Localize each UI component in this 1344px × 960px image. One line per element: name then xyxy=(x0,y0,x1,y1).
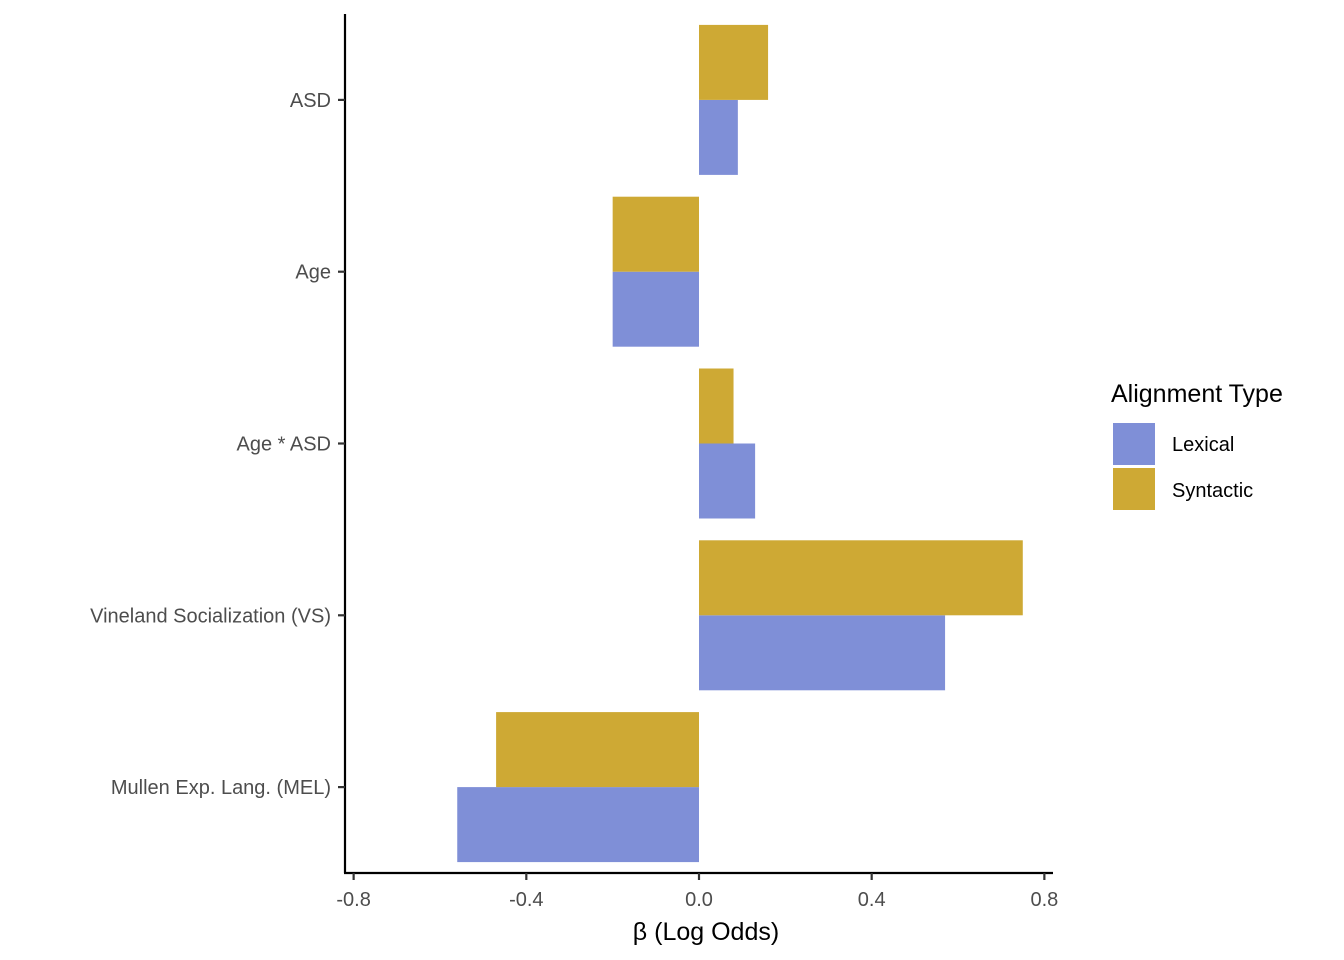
bar-syntactic-age xyxy=(612,196,699,272)
x-tick-label: -0.8 xyxy=(336,889,370,911)
legend-label-lexical: Lexical xyxy=(1172,434,1234,456)
legend-swatch-syntactic xyxy=(1113,468,1155,510)
y-tick-label: Mullen Exp. Lang. (MEL) xyxy=(111,777,331,799)
bar-syntactic-mullen-exp-lang-mel xyxy=(496,712,699,788)
bar-lexical-vineland-socialization-vs xyxy=(699,615,946,691)
bar-lexical-mullen-exp-lang-mel xyxy=(457,787,699,863)
bar-lexical-age-asd xyxy=(699,443,756,519)
y-ticks-group: ASD Age Age * ASD Vineland Socialization (V… xyxy=(90,90,345,799)
legend-label-syntactic: Syntactic xyxy=(1172,480,1253,502)
legend-swatch-lexical xyxy=(1113,423,1155,465)
x-ticks-group: -0.8 -0.4 0.0 0.4 0.8 xyxy=(336,873,1058,911)
bar-lexical-asd xyxy=(699,99,738,175)
legend-title: Alignment Type xyxy=(1111,380,1283,408)
x-tick-label: 0.0 xyxy=(685,889,713,911)
bar-syntactic-asd xyxy=(699,24,769,100)
legend: Alignment Type Lexical Syntactic xyxy=(1111,380,1283,510)
y-tick-label: ASD xyxy=(290,90,331,112)
x-tick-label: 0.4 xyxy=(858,889,886,911)
x-axis-title: β (Log Odds) xyxy=(633,918,779,946)
y-tick-label: Age * ASD xyxy=(236,434,331,456)
x-tick-label: -0.4 xyxy=(509,889,543,911)
bar-syntactic-vineland-socialization-vs xyxy=(699,540,1023,616)
y-tick-label: Age xyxy=(295,262,331,284)
bar-lexical-age xyxy=(612,271,699,347)
bar-syntactic-age-asd xyxy=(699,368,734,444)
y-tick-label: Vineland Socialization (VS) xyxy=(90,605,331,627)
x-tick-label: 0.8 xyxy=(1030,889,1058,911)
bars-group xyxy=(457,24,1023,863)
